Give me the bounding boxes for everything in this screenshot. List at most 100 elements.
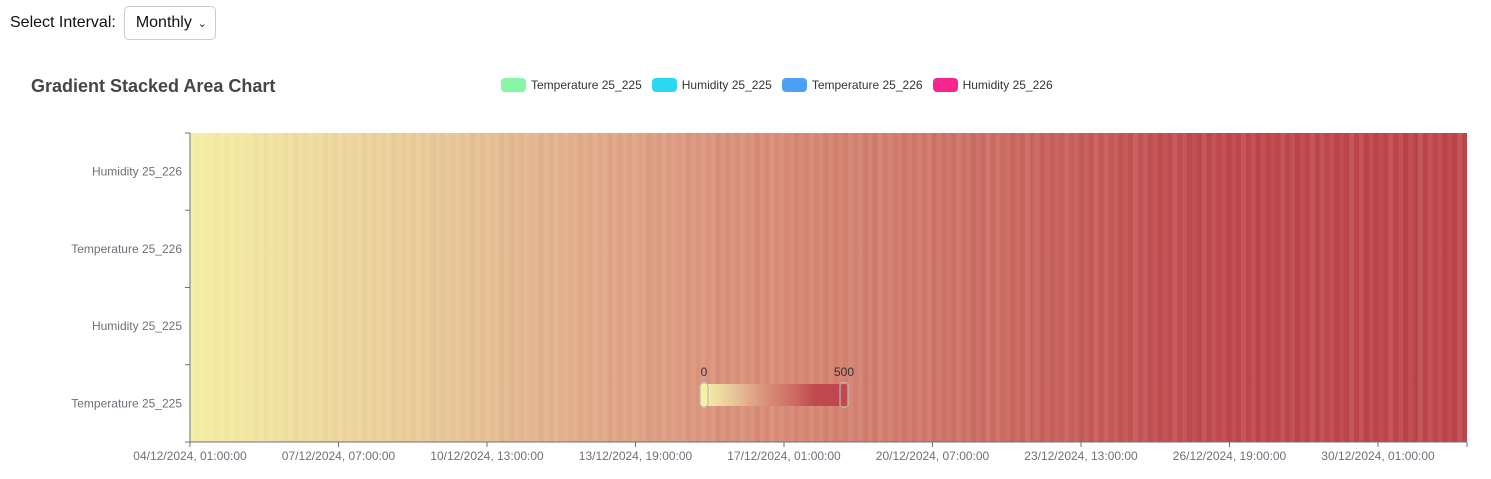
heatmap-cell-column xyxy=(588,133,593,442)
chart-title: Gradient Stacked Area Chart xyxy=(31,76,276,96)
heatmap-cell-column xyxy=(1108,133,1113,442)
heatmap-cell-column xyxy=(1300,133,1305,442)
interval-select[interactable]: Monthly ⌄ xyxy=(123,6,216,40)
visual-map-bar xyxy=(704,384,844,406)
legend-item[interactable]: Humidity 25_225 xyxy=(651,78,772,92)
heatmap-cell-column xyxy=(406,133,411,442)
heatmap-cell-column xyxy=(951,133,956,442)
heatmap-cell-column xyxy=(352,133,357,442)
heatmap-cell-column xyxy=(911,133,917,442)
heatmap-row[interactable] xyxy=(190,287,1467,366)
heatmap-cell-column xyxy=(529,133,534,442)
heatmap-cell-column xyxy=(1236,133,1242,442)
heatmap-cell-column xyxy=(1010,133,1016,442)
heatmap-cell-column xyxy=(1388,133,1394,442)
heatmap-cell-column xyxy=(592,133,598,442)
heatmap-cell-column xyxy=(794,133,800,442)
heatmap-cell-column xyxy=(411,133,416,442)
heatmap-cell-column xyxy=(1162,133,1167,442)
heatmap-cell-column xyxy=(249,133,254,442)
heatmap-cell-column xyxy=(1383,133,1389,442)
heatmap-cell-column xyxy=(318,133,323,442)
visual-map-handle-outline xyxy=(839,382,849,408)
heatmap-cell-column xyxy=(970,133,976,442)
heatmap-cell-column xyxy=(504,133,509,442)
heatmap-cell-column xyxy=(426,133,431,442)
heatmap-cell-column xyxy=(1334,133,1340,442)
heatmap-cell-column xyxy=(858,133,863,442)
visual-map-max-handle[interactable] xyxy=(839,382,849,408)
y-axis-label: Temperature 25_225 xyxy=(71,396,182,410)
heatmap-cell-column xyxy=(1354,133,1359,442)
heatmap-cell-column xyxy=(916,133,922,442)
heatmap-cell-column xyxy=(1437,133,1443,442)
heatmap-cell-column xyxy=(946,133,951,442)
legend-item[interactable]: Humidity 25_226 xyxy=(932,78,1053,92)
heatmap-cell-column xyxy=(445,133,450,442)
heatmap-cell-column xyxy=(1206,133,1212,442)
heatmap-cell-column xyxy=(1265,133,1271,442)
heatmap-cell-column xyxy=(1192,133,1197,442)
heatmap-cell-column xyxy=(627,133,632,442)
heatmap-cell-column xyxy=(1113,133,1119,442)
heatmap-cell-column xyxy=(490,133,495,442)
legend-item[interactable]: Temperature 25_225 xyxy=(501,78,642,92)
x-axis-label: 26/12/2024, 19:00:00 xyxy=(1173,449,1287,463)
heatmap-cell-column xyxy=(1138,133,1143,442)
heatmap-cell-column xyxy=(1226,133,1232,442)
heatmap-cell-column xyxy=(1045,133,1050,442)
legend-swatch xyxy=(932,78,958,92)
heatmap-row[interactable] xyxy=(190,210,1467,288)
heatmap-cell-column xyxy=(700,133,706,442)
heatmap-cell-column xyxy=(1412,133,1418,442)
heatmap-cell-column xyxy=(1290,133,1296,442)
heatmap-cell-column xyxy=(1123,133,1128,442)
heatmap-cell-column xyxy=(195,133,200,442)
visual-map-max-label: 500 xyxy=(834,365,854,379)
heatmap-cell-column xyxy=(1030,133,1035,442)
heatmap-cell-column xyxy=(200,133,205,442)
heatmap-cell-column xyxy=(1241,133,1246,442)
heatmap-cell-column xyxy=(1182,133,1188,442)
heatmap-cell-column xyxy=(1250,133,1256,442)
x-axis-label: 30/12/2024, 01:00:00 xyxy=(1321,449,1435,463)
heatmap-cell-column xyxy=(1275,133,1281,442)
heatmap-row[interactable] xyxy=(190,133,1467,211)
heatmap-cell-column xyxy=(808,133,814,442)
heatmap-cell-column xyxy=(1153,133,1158,442)
heatmap-cell-column xyxy=(1329,133,1335,442)
heatmap-cell-column xyxy=(1363,133,1369,442)
heatmap-cell-column xyxy=(524,133,529,442)
heatmap-cell-column xyxy=(907,133,912,442)
heatmap-cell-column xyxy=(887,133,893,442)
interval-label: Select Interval: xyxy=(10,14,116,31)
heatmap-cell-column xyxy=(1167,133,1173,442)
heatmap-cell-column xyxy=(1403,133,1409,442)
x-axis-label: 04/12/2024, 01:00:00 xyxy=(133,449,247,463)
legend-item[interactable]: Temperature 25_226 xyxy=(781,78,923,92)
heatmap-cell-column xyxy=(779,133,785,442)
heatmap-cell-column xyxy=(563,133,568,442)
heatmap-cell-column xyxy=(244,133,249,442)
chevron-down-icon: ⌄ xyxy=(197,17,207,30)
heatmap-cell-column xyxy=(991,133,996,442)
heatmap-cell-column xyxy=(883,133,888,442)
heatmap-cell-column xyxy=(1099,133,1104,442)
heatmap-cell-column xyxy=(691,133,696,442)
heatmap-cell-column xyxy=(421,133,426,442)
heatmap-cell-column xyxy=(632,133,637,442)
heatmap-cell-column xyxy=(646,133,652,442)
heatmap-cell-column xyxy=(922,133,927,442)
heatmap-cell-column xyxy=(892,133,897,442)
x-axis-label: 20/12/2024, 07:00:00 xyxy=(876,449,990,463)
heatmap-cell-column xyxy=(1177,133,1182,442)
heatmap-cell-column xyxy=(269,133,274,442)
heatmap-cell-column xyxy=(956,133,962,442)
visual-map-min-handle[interactable] xyxy=(699,382,709,408)
heatmap-cell-column xyxy=(1157,133,1163,442)
heatmap-cell-column xyxy=(1271,133,1276,442)
heatmap-cell-column xyxy=(725,133,731,442)
heatmap-cell-column xyxy=(303,133,308,442)
heatmap-cell-column xyxy=(278,133,283,442)
